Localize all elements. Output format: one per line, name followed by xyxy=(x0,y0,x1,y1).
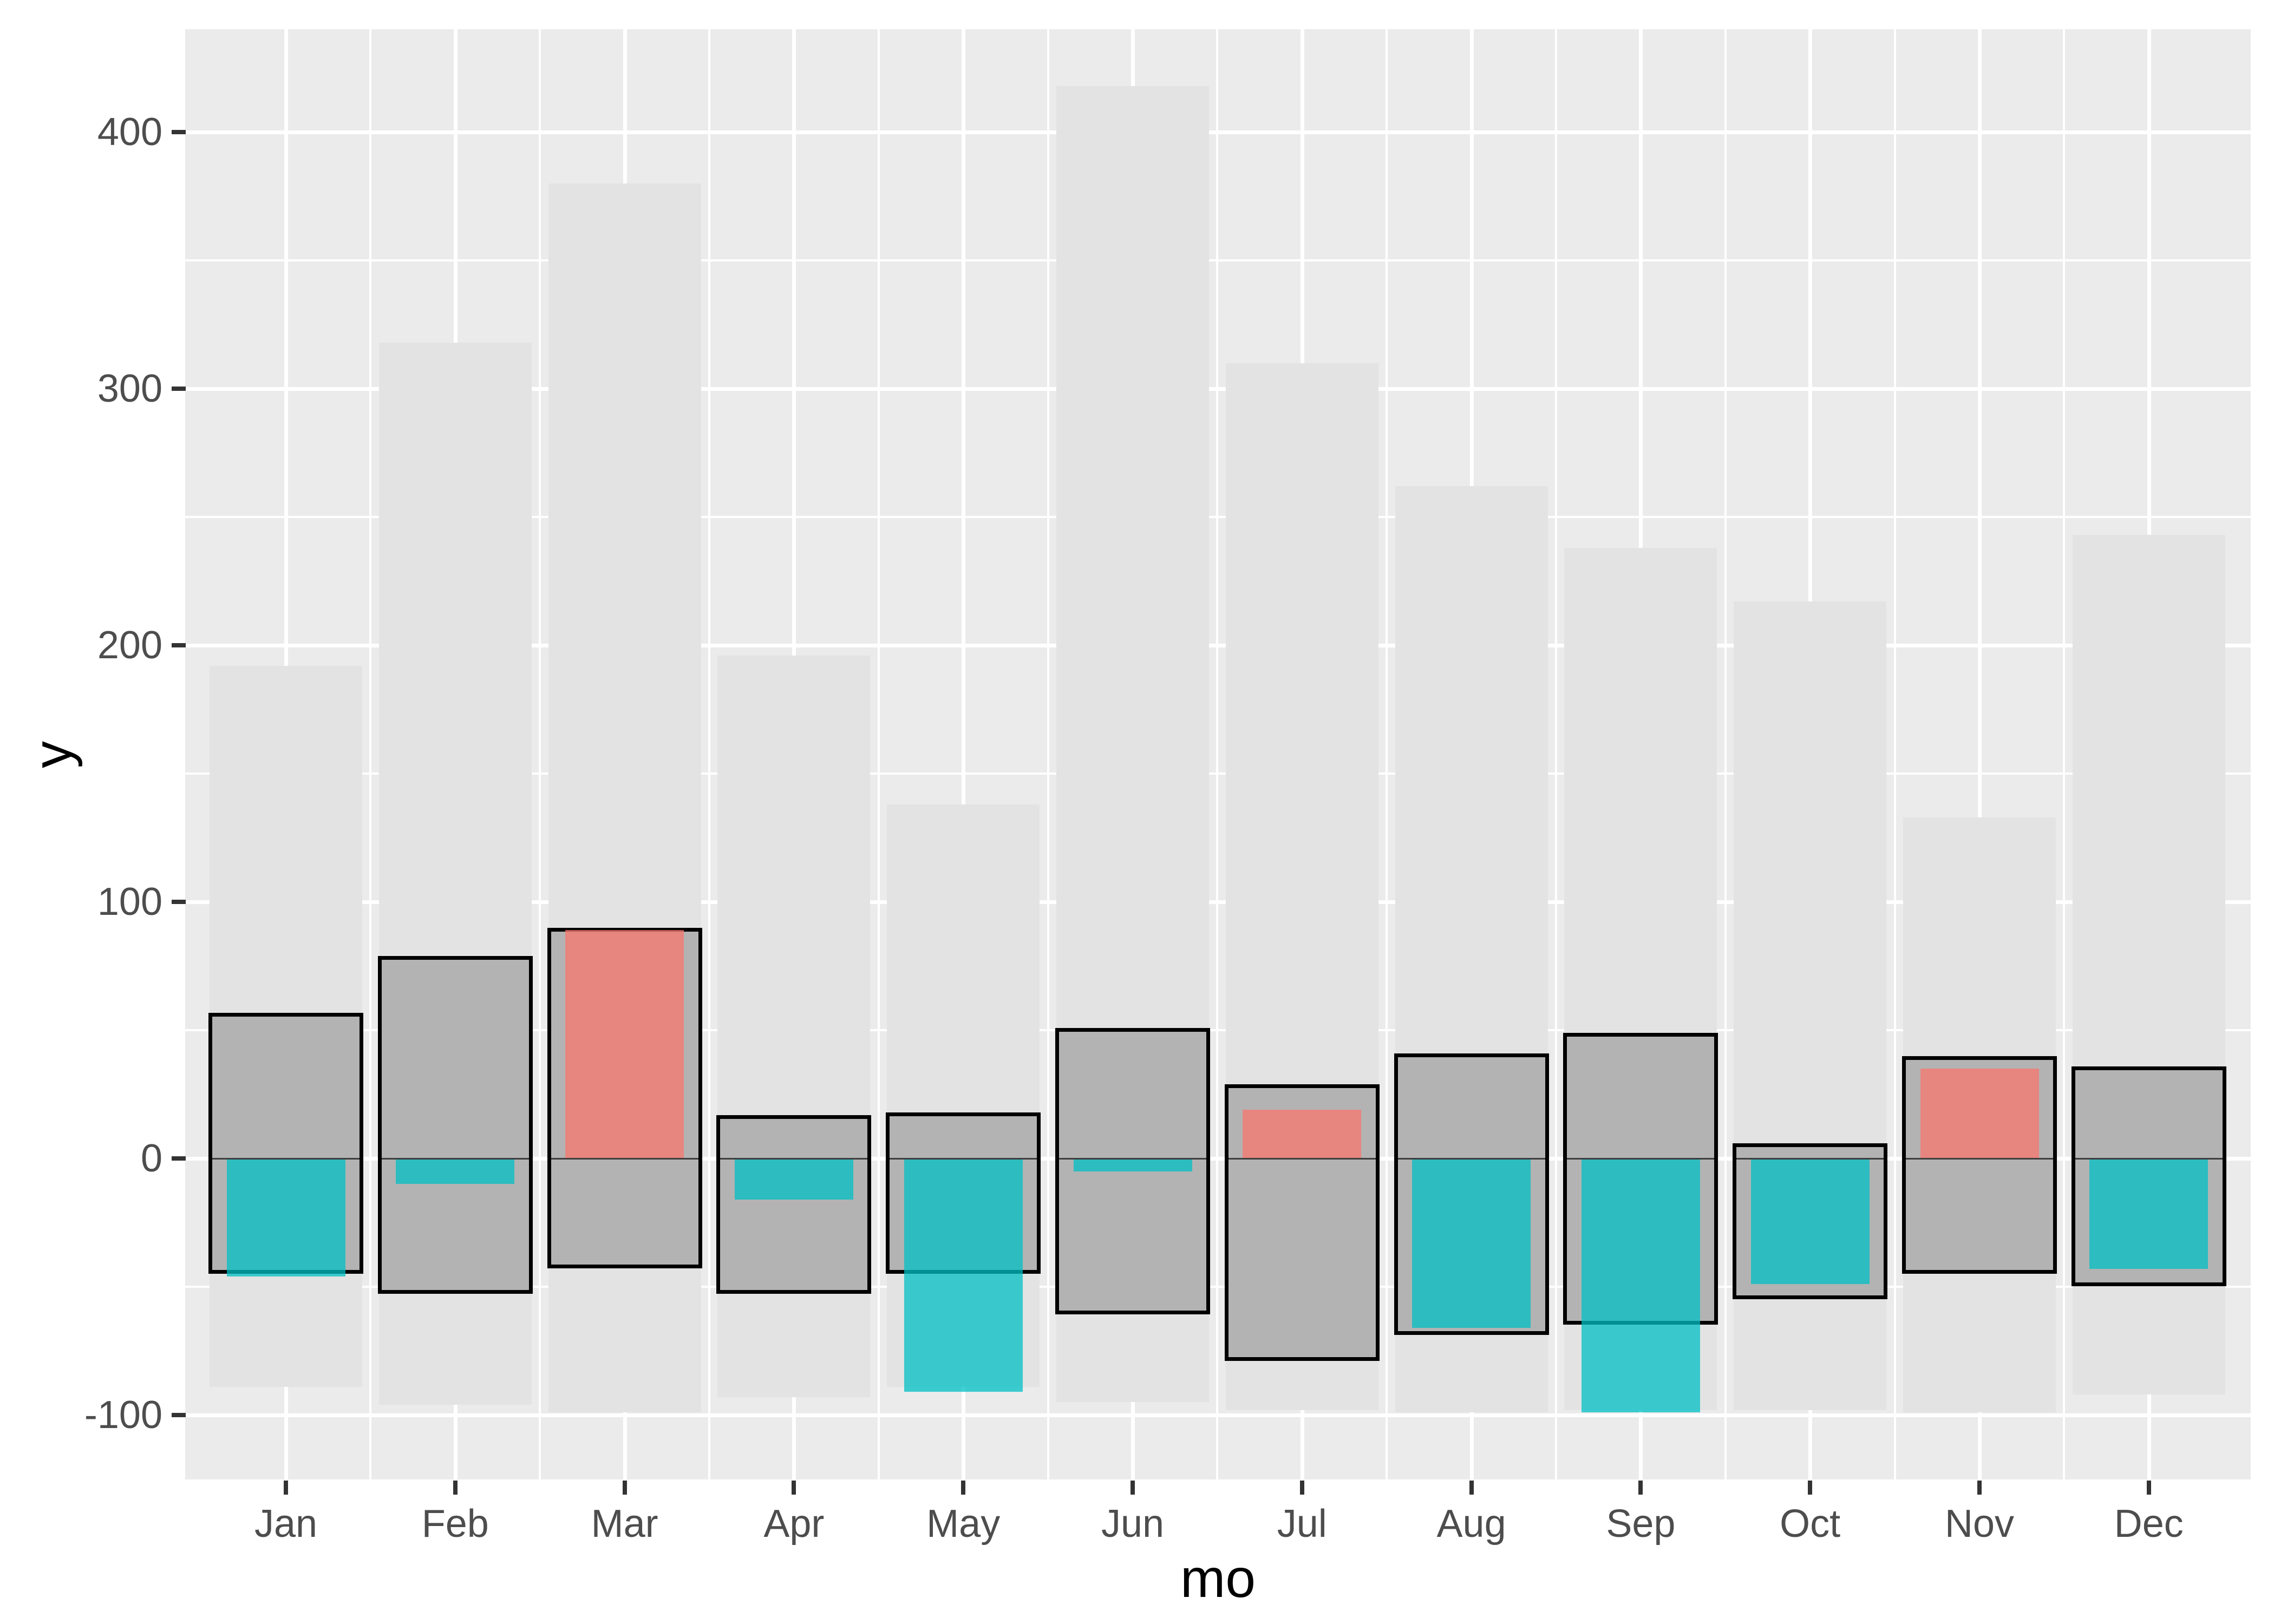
zero-seam-Sep xyxy=(1567,1158,1715,1160)
x-tick-label-Jul: Jul xyxy=(1277,1502,1327,1546)
bar-outlined-range-Feb xyxy=(377,956,533,1294)
x-tick-label-Dec: Dec xyxy=(2114,1502,2184,1546)
x-tick-mark xyxy=(1638,1481,1643,1495)
bar-overlay-teal-May xyxy=(904,1160,1023,1392)
bar-overlay-red-Mar xyxy=(565,930,684,1158)
gridline-major-vertical xyxy=(962,29,966,1479)
x-tick-label-May: May xyxy=(926,1502,1001,1546)
zero-seam-Oct xyxy=(1736,1158,1884,1160)
zero-seam-Dec xyxy=(2075,1158,2223,1160)
gridline-major-vertical xyxy=(1978,29,1982,1479)
bar-overlay-teal-Dec xyxy=(2089,1160,2208,1269)
x-tick-mark xyxy=(1808,1481,1813,1495)
zero-seam-Aug xyxy=(1397,1158,1545,1160)
gridline-minor-vertical xyxy=(708,29,710,1479)
x-tick-mark xyxy=(284,1481,288,1495)
y-tick-label: 200 xyxy=(97,624,162,667)
x-tick-mark xyxy=(1977,1481,1982,1495)
x-tick-label-Mar: Mar xyxy=(591,1502,658,1546)
zero-seam-Jun xyxy=(1059,1158,1206,1160)
gridline-minor-vertical xyxy=(1386,29,1388,1479)
zero-seam-Apr xyxy=(720,1158,868,1160)
gridline-minor-vertical xyxy=(1047,29,1049,1479)
zero-seam-Nov xyxy=(1906,1158,2053,1160)
x-tick-mark xyxy=(453,1481,458,1495)
x-tick-label-Oct: Oct xyxy=(1780,1502,1841,1546)
x-tick-label-Jan: Jan xyxy=(254,1502,318,1546)
x-tick-label-Apr: Apr xyxy=(763,1502,825,1546)
x-tick-label-Aug: Aug xyxy=(1436,1502,1506,1546)
zero-seam-Mar xyxy=(551,1158,698,1160)
x-tick-mark xyxy=(792,1481,796,1495)
y-tick-label: -100 xyxy=(84,1393,162,1437)
x-axis-title: mo xyxy=(1180,1548,1256,1609)
bar-overlay-teal-Oct xyxy=(1750,1160,1870,1285)
bar-overlay-teal-Feb xyxy=(396,1160,515,1184)
plot-panel xyxy=(185,29,2251,1479)
zero-seam-Feb xyxy=(381,1158,529,1160)
y-tick-mark xyxy=(172,1156,186,1161)
y-tick-label: 400 xyxy=(97,110,162,154)
bar-overlay-red-Nov xyxy=(1920,1069,2039,1158)
x-tick-label-Jun: Jun xyxy=(1101,1502,1165,1546)
y-tick-mark xyxy=(172,900,186,904)
x-tick-mark xyxy=(1299,1481,1304,1495)
gridline-minor-vertical xyxy=(1724,29,1727,1479)
bar-overlay-teal-Jun xyxy=(1073,1160,1192,1171)
zero-seam-Jul xyxy=(1228,1158,1376,1160)
y-tick-mark xyxy=(172,1413,186,1417)
y-tick-mark xyxy=(172,130,186,134)
y-tick-label: 0 xyxy=(140,1137,162,1180)
x-tick-mark xyxy=(2146,1481,2151,1495)
bar-overlay-red-Jul xyxy=(1243,1109,1362,1158)
bar-overlay-teal-Apr xyxy=(734,1160,853,1200)
y-tick-label: 100 xyxy=(97,880,162,924)
gridline-minor-vertical xyxy=(1893,29,1896,1479)
y-tick-mark xyxy=(172,643,186,647)
gridline-minor-vertical xyxy=(1555,29,1557,1479)
x-tick-label-Feb: Feb xyxy=(421,1502,489,1546)
gridline-minor-vertical xyxy=(539,29,541,1479)
gridline-minor-vertical xyxy=(877,29,880,1479)
x-tick-mark xyxy=(1131,1481,1135,1495)
y-axis-title: y xyxy=(22,741,83,768)
y-tick-mark xyxy=(172,387,186,391)
zero-seam-May xyxy=(890,1158,1037,1160)
zero-seam-Jan xyxy=(212,1158,360,1160)
bar-overlay-teal-Sep xyxy=(1581,1160,1700,1413)
x-tick-mark xyxy=(622,1481,627,1495)
x-tick-mark xyxy=(1469,1481,1474,1495)
x-tick-label-Sep: Sep xyxy=(1606,1502,1676,1546)
bar-outlined-range-Apr xyxy=(716,1115,872,1294)
gridline-minor-vertical xyxy=(1216,29,1219,1479)
x-tick-mark xyxy=(961,1481,966,1495)
gridline-minor-vertical xyxy=(2063,29,2066,1479)
bar-overlay-teal-Aug xyxy=(1412,1160,1531,1328)
y-tick-label: 300 xyxy=(97,367,162,410)
gridline-minor-vertical xyxy=(369,29,372,1479)
bar-outlined-range-Jun xyxy=(1055,1028,1210,1315)
bar-overlay-teal-Jan xyxy=(226,1160,345,1277)
x-tick-label-Nov: Nov xyxy=(1944,1502,2015,1546)
